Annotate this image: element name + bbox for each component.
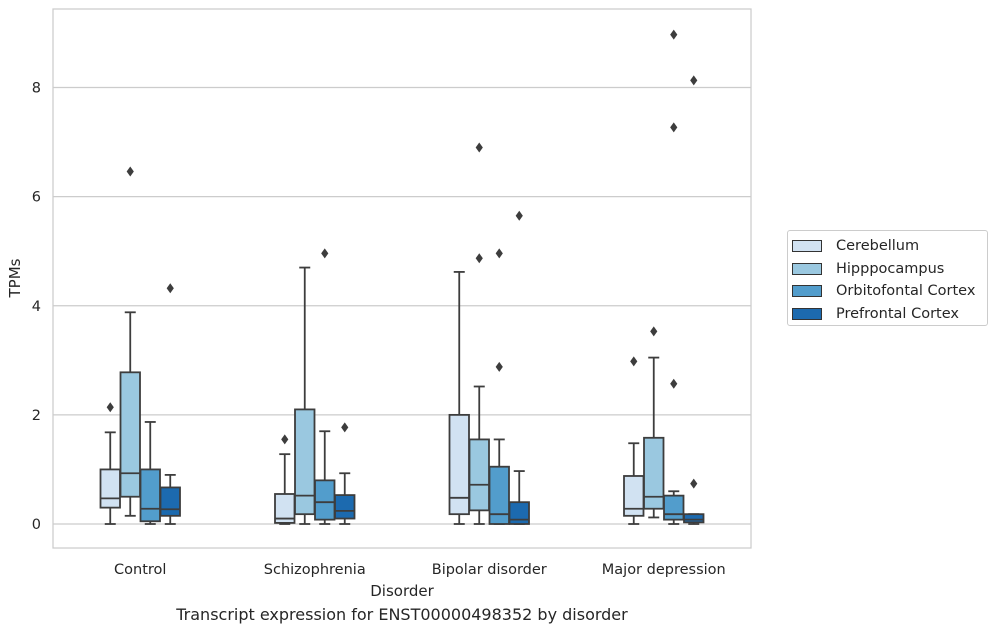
plot-area-frame: [52, 8, 752, 549]
box-iqr: [448, 413, 470, 516]
x-tick-labels: Control Schizophrenia Bipolar disorder Majo…: [114, 562, 726, 578]
y-tick-label: 8: [32, 81, 41, 97]
y-tick-label: 0: [32, 517, 41, 533]
outlier-point: [106, 402, 114, 413]
outlier-point: [126, 166, 134, 177]
x-axis-label: Disorder: [370, 582, 434, 600]
box-iqr: [334, 494, 356, 520]
legend-label: Hipppocampus: [836, 260, 945, 277]
outlier-point: [670, 378, 678, 389]
box-iqr: [119, 371, 141, 498]
box-iqr: [643, 436, 665, 510]
legend-label: Prefrontal Cortex: [836, 305, 959, 322]
y-axis-label: TPMs: [6, 258, 24, 298]
box-orbitofontal-cortex: [314, 248, 336, 525]
outlier-point: [475, 253, 483, 264]
box-hipppocampus: [643, 326, 665, 519]
outlier-point: [281, 434, 289, 445]
box-prefrontal-cortex: [334, 422, 356, 525]
box-cerebellum: [623, 356, 645, 525]
box-iqr: [294, 408, 316, 516]
legend-item: Cerebellum: [792, 235, 987, 258]
box-iqr: [159, 486, 181, 517]
box-iqr: [468, 438, 490, 512]
outlier-point: [475, 142, 483, 153]
box-iqr: [488, 465, 510, 525]
outlier-point: [495, 361, 503, 372]
box-series: [99, 29, 705, 525]
outlier-point: [630, 356, 638, 367]
figure-caption: Transcript expression for ENST0000049835…: [176, 605, 628, 624]
box-iqr: [508, 501, 530, 525]
legend-swatch: [792, 240, 822, 253]
outlier-point: [690, 478, 698, 489]
outlier-point: [341, 422, 349, 433]
x-tick-label: Schizophrenia: [264, 562, 366, 578]
box-iqr: [623, 475, 645, 517]
y-tick-label: 2: [32, 408, 41, 424]
x-tick-label: Control: [114, 562, 166, 578]
legend-swatch: [792, 307, 822, 320]
legend-item: Orbitofontal Cortex: [792, 280, 987, 303]
outlier-point: [166, 283, 174, 294]
outlier-point: [690, 75, 698, 86]
outlier-point: [495, 248, 503, 259]
box-iqr: [99, 468, 121, 509]
box-cerebellum: [448, 271, 470, 525]
outlier-point: [515, 210, 523, 221]
box-orbitofontal-cortex: [139, 421, 161, 525]
legend-item: Hipppocampus: [792, 258, 987, 281]
outlier-point: [670, 122, 678, 133]
y-tick-label: 6: [32, 190, 41, 206]
box-iqr: [663, 494, 685, 521]
box-iqr: [314, 479, 336, 521]
box-hipppocampus: [294, 266, 316, 525]
box-prefrontal-cortex: [159, 283, 181, 525]
box-prefrontal-cortex: [683, 75, 705, 525]
box-prefrontal-cortex: [508, 210, 530, 525]
box-orbitofontal-cortex: [488, 248, 510, 525]
legend-swatch: [792, 262, 822, 275]
y-tick-label: 4: [32, 299, 41, 315]
outlier-point: [670, 29, 678, 40]
legend-item: Prefrontal Cortex: [792, 303, 987, 326]
legend: Cerebellum Hipppocampus Orbitofontal Corte…: [787, 230, 988, 326]
box-cerebellum: [99, 402, 121, 525]
outlier-point: [321, 248, 329, 259]
x-tick-label: Major depression: [602, 562, 726, 578]
box-orbitofontal-cortex: [663, 29, 685, 525]
legend-label: Orbitofontal Cortex: [836, 283, 976, 300]
box-cerebellum: [274, 434, 296, 525]
box-hipppocampus: [468, 142, 490, 525]
legend-swatch: [792, 285, 822, 298]
x-tick-label: Bipolar disorder: [432, 562, 547, 578]
box-hipppocampus: [119, 166, 141, 517]
outlier-point: [650, 326, 658, 337]
legend-label: Cerebellum: [836, 238, 920, 255]
y-tick-labels: 0 2 4 6 8: [32, 81, 41, 534]
box-iqr: [139, 468, 161, 523]
box-iqr: [683, 513, 705, 524]
